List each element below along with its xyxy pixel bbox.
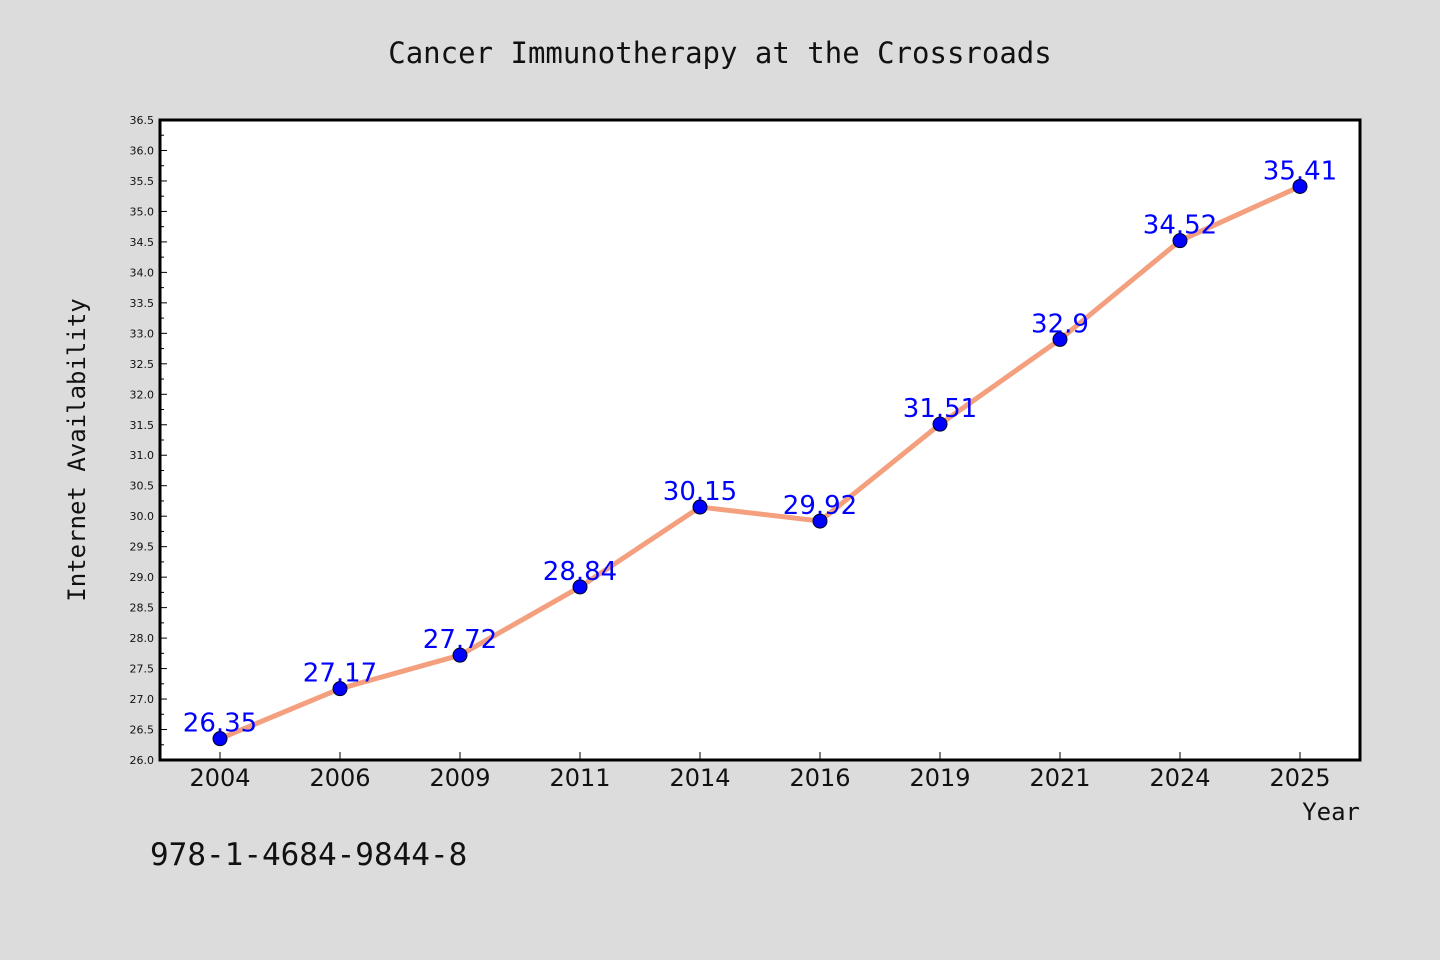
y-tick-label: 29.0 [130, 571, 155, 584]
y-tick-label: 30.5 [130, 480, 155, 493]
x-tick-label: 2014 [669, 764, 730, 792]
data-label: 27.72 [423, 625, 497, 655]
y-tick-label: 36.5 [130, 114, 155, 127]
data-point [332, 681, 348, 697]
data-label: 28.84 [543, 557, 617, 587]
data-point [572, 579, 588, 595]
data-point [692, 499, 708, 515]
y-tick-label: 26.5 [130, 724, 155, 737]
y-tick-label: 33.5 [130, 297, 155, 310]
y-tick-label: 35.5 [130, 175, 155, 188]
plot-area [158, 118, 1362, 762]
data-point [1172, 233, 1188, 249]
x-tick-label: 2024 [1149, 764, 1210, 792]
y-axis: 26.0 26.5 27.0 27.5 28.0 28.5 29.0 29.5 30.0 30.5… [130, 114, 167, 767]
y-tick-label: 30.0 [130, 510, 155, 523]
data-label: 29.92 [783, 491, 857, 521]
data-point [1052, 331, 1068, 347]
y-tick-label: 35.0 [130, 205, 155, 218]
y-tick-label: 32.5 [130, 358, 155, 371]
x-axis: 2004 2006 2009 2011 2014 2016 2019 2021 2024 2025 [189, 752, 1331, 792]
data-markers [212, 178, 1308, 747]
x-axis-label: Year [1302, 798, 1360, 826]
data-label: 31.51 [903, 394, 977, 424]
data-point [1292, 178, 1308, 194]
isbn-text: 978-1-4684-9844-8 [150, 837, 467, 873]
data-point [932, 416, 948, 432]
data-label: 26.35 [183, 709, 257, 739]
y-tick-label: 28.5 [130, 602, 155, 615]
x-tick-label: 2011 [549, 764, 610, 792]
data-point [212, 731, 228, 747]
data-label: 27.17 [303, 659, 377, 689]
data-label: 34.52 [1143, 211, 1217, 241]
y-tick-label: 32.0 [130, 388, 155, 401]
y-axis-label: Internet Availability [63, 298, 91, 601]
chart-title: Cancer Immunotherapy at the Crossroads [388, 36, 1051, 70]
data-point [452, 647, 468, 663]
y-tick-label: 34.5 [130, 236, 155, 249]
data-label: 32.9 [1031, 309, 1089, 339]
x-tick-label: 2009 [429, 764, 490, 792]
x-tick-label: 2019 [909, 764, 970, 792]
x-tick-label: 2021 [1029, 764, 1090, 792]
y-tick-label: 33.0 [130, 327, 155, 340]
data-labels: 26.35 27.17 27.72 28.84 30.15 29.92 31.51 32.9 3… [183, 156, 1337, 738]
data-label: 30.15 [663, 477, 737, 507]
y-tick-label: 26.0 [130, 754, 155, 767]
y-tick-label: 36.0 [130, 144, 155, 157]
series-line [217, 183, 1303, 742]
y-tick-label: 29.5 [130, 541, 155, 554]
x-tick-label: 2004 [189, 764, 250, 792]
y-tick-label: 27.5 [130, 663, 155, 676]
y-tick-label: 28.0 [130, 632, 155, 645]
y-tick-label: 27.0 [130, 693, 155, 706]
x-tick-label: 2006 [309, 764, 370, 792]
data-label: 35.41 [1263, 156, 1337, 186]
y-tick-label: 31.5 [130, 419, 155, 432]
data-point [812, 513, 828, 529]
y-tick-label: 34.0 [130, 266, 155, 279]
x-tick-label: 2025 [1269, 764, 1330, 792]
y-tick-label: 31.0 [130, 449, 155, 462]
x-tick-label: 2016 [789, 764, 850, 792]
